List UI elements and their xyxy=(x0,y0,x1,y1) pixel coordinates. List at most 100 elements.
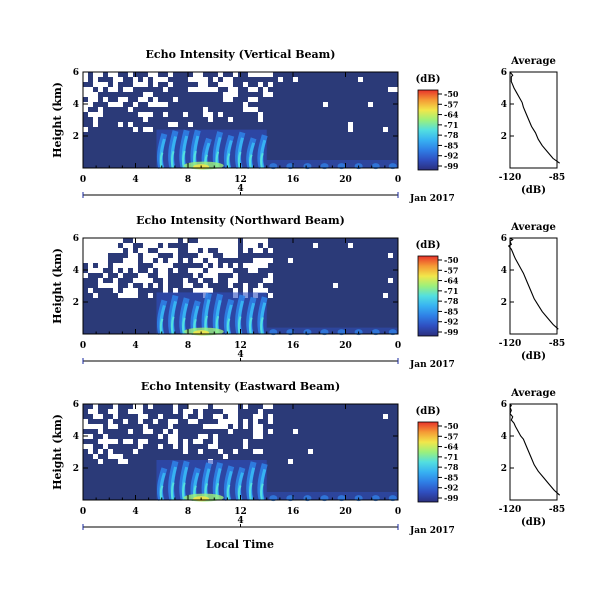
no-data-cell xyxy=(98,72,103,77)
no-data-cell xyxy=(88,449,93,454)
colorbar-tick-label: -78 xyxy=(444,296,459,306)
no-data-cell xyxy=(128,107,133,112)
no-data-cell xyxy=(133,278,138,283)
no-data-cell xyxy=(223,454,228,459)
no-data-cell xyxy=(173,419,178,424)
no-data-cell xyxy=(213,439,218,444)
average-x-tick-label: -85 xyxy=(549,173,565,183)
no-data-cell xyxy=(108,454,113,459)
no-data-cell xyxy=(163,238,168,243)
no-data-cell xyxy=(118,293,123,298)
no-data-cell xyxy=(258,238,263,243)
no-data-cell xyxy=(193,273,198,278)
no-data-cell xyxy=(263,72,268,77)
no-data-cell xyxy=(108,439,113,444)
x-tick-label: 8 xyxy=(185,507,191,517)
no-data-cell xyxy=(103,243,108,248)
no-data-cell xyxy=(253,243,258,248)
no-data-cell xyxy=(203,434,208,439)
no-data-cell xyxy=(203,424,208,429)
no-data-cell xyxy=(248,243,253,248)
average-x-label: (dB) xyxy=(521,185,546,196)
no-data-cell xyxy=(158,268,163,273)
no-data-cell xyxy=(233,424,238,429)
no-data-cell xyxy=(293,77,298,82)
no-data-cell xyxy=(93,82,98,87)
colorbar-tick-label: -71 xyxy=(444,286,458,296)
no-data-cell xyxy=(228,409,233,414)
no-data-cell xyxy=(258,288,263,293)
no-data-cell xyxy=(203,288,208,293)
no-data-cell xyxy=(233,288,238,293)
no-data-cell xyxy=(118,97,123,102)
x-tick-label: 12 xyxy=(234,507,247,517)
no-data-cell xyxy=(253,263,258,268)
no-data-cell xyxy=(118,122,123,127)
average-y-tick-label: 4 xyxy=(501,100,507,110)
no-data-cell xyxy=(233,449,238,454)
no-data-cell xyxy=(153,263,158,268)
no-data-cell xyxy=(358,77,363,82)
y-tick-label: 6 xyxy=(73,234,79,244)
x-tick-label: 16 xyxy=(287,175,300,185)
no-data-cell xyxy=(163,278,168,283)
date-tick-label: 4 xyxy=(237,350,243,360)
echo-streak-peak xyxy=(226,484,231,501)
no-data-cell xyxy=(258,248,263,253)
no-data-cell xyxy=(173,429,178,434)
no-data-cell xyxy=(133,263,138,268)
echo-streak-peak xyxy=(182,150,186,169)
no-data-cell xyxy=(168,424,173,429)
no-data-cell xyxy=(213,273,218,278)
average-title: Average xyxy=(510,388,556,399)
no-data-cell xyxy=(143,248,148,253)
no-data-mask xyxy=(83,404,388,464)
no-data-cell xyxy=(153,102,158,107)
no-data-cell xyxy=(108,283,113,288)
no-data-cell xyxy=(123,459,128,464)
no-data-cell xyxy=(228,253,233,258)
no-data-cell xyxy=(168,439,173,444)
no-data-cell xyxy=(243,444,248,449)
no-data-cell xyxy=(133,293,138,298)
no-data-cell xyxy=(103,82,108,87)
no-data-cell xyxy=(193,87,198,92)
no-data-cell xyxy=(98,459,103,464)
no-data-cell xyxy=(253,429,258,434)
colorbar-unit: (dB) xyxy=(416,74,441,85)
no-data-cell xyxy=(88,444,93,449)
no-data-cell xyxy=(263,258,268,263)
no-data-cell xyxy=(248,238,253,243)
no-data-cell xyxy=(133,258,138,263)
no-data-cell xyxy=(148,112,153,117)
no-data-cell xyxy=(173,248,178,253)
no-data-cell xyxy=(268,248,273,253)
no-data-cell xyxy=(223,82,228,87)
no-data-cell xyxy=(153,243,158,248)
no-data-cell xyxy=(93,424,98,429)
no-data-cell xyxy=(158,248,163,253)
no-data-cell xyxy=(103,273,108,278)
no-data-cell xyxy=(198,268,203,273)
no-data-cell xyxy=(83,258,88,263)
y-tick-label: 2 xyxy=(73,464,79,474)
no-data-cell xyxy=(83,243,88,248)
no-data-cell xyxy=(193,243,198,248)
no-data-cell xyxy=(138,414,143,419)
no-data-cell xyxy=(163,248,168,253)
no-data-cell xyxy=(243,107,248,112)
no-data-cell xyxy=(268,293,273,298)
no-data-cell xyxy=(98,278,103,283)
no-data-cell xyxy=(333,283,338,288)
no-data-cell xyxy=(128,293,133,298)
no-data-cell xyxy=(218,248,223,253)
no-data-cell xyxy=(153,77,158,82)
no-data-cell xyxy=(198,77,203,82)
no-data-cell xyxy=(123,263,128,268)
no-data-cell xyxy=(93,97,98,102)
no-data-cell xyxy=(188,404,193,409)
no-data-cell xyxy=(228,243,233,248)
x-tick-label: 0 xyxy=(80,507,86,517)
no-data-cell xyxy=(223,248,228,253)
no-data-cell xyxy=(143,253,148,258)
